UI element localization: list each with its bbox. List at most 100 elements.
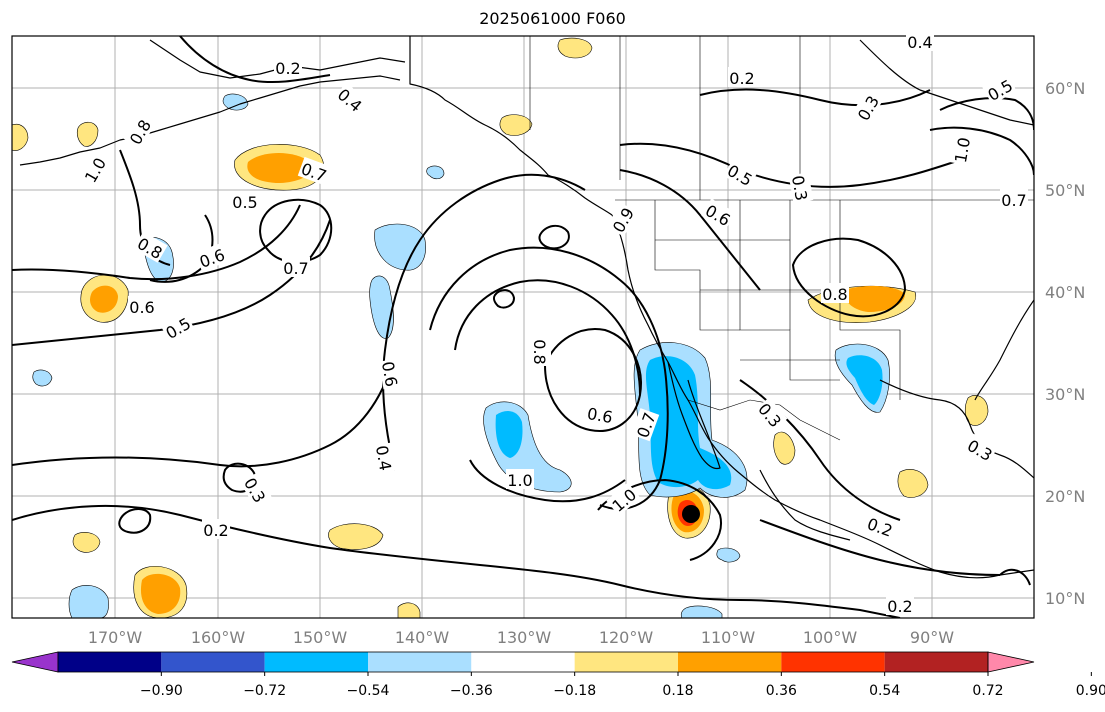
contour-0.4 (382, 173, 586, 471)
coastline-alaska (409, 36, 613, 216)
contour-label: 0.6 (195, 242, 229, 272)
shade-blue (846, 355, 883, 405)
border-us-mexico (687, 399, 841, 441)
svg-text:1.0: 1.0 (507, 471, 532, 490)
shade-yellow (499, 114, 533, 136)
contour-label: 0.2 (728, 67, 756, 88)
lon-tick-label: 160°W (191, 628, 246, 647)
colorbar-tick-label: −0.90 (140, 683, 183, 699)
shade-orange (844, 285, 905, 312)
shade-orange (140, 573, 181, 614)
contour-0.9 (454, 279, 641, 396)
contour-0.5 (699, 88, 931, 107)
contour-label: 0.3 (788, 172, 814, 204)
shade-yellow (557, 37, 593, 59)
svg-text:0.2: 0.2 (275, 59, 300, 78)
shade-orange (90, 285, 118, 313)
svg-text:0.7: 0.7 (283, 259, 308, 278)
colorbar-segment (58, 652, 162, 672)
border-states-3 (789, 200, 901, 400)
contour-label: 0.4 (906, 31, 934, 52)
contour-0.7 (619, 169, 761, 291)
svg-text:0.7: 0.7 (1001, 191, 1026, 210)
colorbar-labels: −0.90 −0.72 −0.54 −0.36 −0.18 0.18 0.36 0.54 0.7… (140, 672, 1105, 699)
lon-tick-label: 110°W (701, 628, 756, 647)
colorbar-tick-label: −0.54 (347, 683, 390, 699)
contour-0.2 (759, 519, 1001, 576)
contour-label: 1.0 (948, 134, 974, 166)
svg-text:1.0: 1.0 (951, 136, 974, 164)
contour-label: 0.5 (231, 191, 259, 212)
figure-title: 2025061000 F060 (479, 9, 626, 28)
coastline-aleutians (19, 75, 401, 166)
svg-text:0.8: 0.8 (822, 285, 847, 304)
contour-label: 0.6 (584, 401, 616, 427)
colorbar-segment (161, 652, 265, 672)
lon-tick-label: 170°W (88, 628, 143, 647)
colorbar-tick-label: −0.36 (450, 683, 493, 699)
contour-0.8 (929, 126, 1034, 176)
positive-shading (12, 37, 989, 618)
svg-text:0.2: 0.2 (729, 69, 754, 88)
contour-0.8 (493, 289, 516, 309)
contour-0.6 (12, 204, 301, 281)
colorbar-tick-label: 0.90 (1076, 683, 1105, 699)
lat-tick-label: 20°N (1045, 487, 1085, 506)
lat-tick-label: 30°N (1045, 385, 1085, 404)
svg-text:0.5: 0.5 (232, 193, 257, 212)
contour-0.7 (259, 198, 333, 263)
contour-label: 0.2 (886, 595, 914, 616)
svg-text:0.6: 0.6 (378, 360, 401, 388)
contour-label: 0.2 (202, 519, 230, 540)
shade-lightblue (374, 223, 426, 271)
coastline-west (611, 214, 1034, 579)
shade-orange (247, 153, 311, 183)
coastline-gulf (879, 379, 1034, 479)
shade-yellow (964, 395, 989, 426)
shade-yellow (397, 602, 421, 618)
colorbar-segment (884, 652, 988, 672)
svg-text:0.4: 0.4 (372, 444, 395, 472)
lon-tick-label: 150°W (293, 628, 348, 647)
contour-0.3 (12, 369, 391, 468)
lon-tick-label: 90°W (910, 628, 954, 647)
coastlines (19, 36, 1034, 579)
contour-label: 0.8 (530, 338, 551, 366)
colorbar-extend-max (987, 651, 1035, 673)
svg-text:0.6: 0.6 (129, 298, 154, 317)
contour-0.4 (179, 36, 331, 84)
contour-label: 1.0 (506, 469, 534, 490)
lon-tick-label: 140°W (395, 628, 450, 647)
colorbar-segment (368, 652, 472, 672)
shade-yellow (76, 121, 99, 147)
contour-1.0 (939, 97, 1034, 131)
contour-1.0 (469, 459, 626, 503)
shade-yellow (328, 523, 384, 550)
svg-text:0.2: 0.2 (203, 521, 228, 540)
contour-label: 0.4 (372, 442, 398, 474)
colorbar-segment (264, 652, 368, 672)
colorbar-tick-label: −0.18 (553, 683, 596, 699)
contour-lines (12, 36, 1034, 618)
shade-yellow (773, 431, 796, 465)
border-canada-prov (529, 36, 801, 200)
lat-tick-label: 40°N (1045, 283, 1085, 302)
contour-label: 0.7 (1000, 189, 1028, 210)
shade-lightblue (716, 547, 741, 563)
coastline-mexico (759, 469, 851, 541)
lat-tick-label: 10°N (1045, 589, 1085, 608)
contour-label: 0.8 (821, 283, 849, 304)
shade-lightblue (32, 369, 53, 387)
svg-text:0.6: 0.6 (586, 404, 614, 427)
svg-text:0.4: 0.4 (907, 33, 932, 52)
shade-lightblue (680, 605, 723, 618)
colorbar-tick-label: 0.72 (972, 683, 1003, 699)
coastline-baja (667, 361, 721, 470)
shade-lightblue (222, 93, 249, 111)
colorbar-segment (781, 652, 885, 672)
colorbar-tick-label: 0.36 (766, 683, 797, 699)
border-states-4 (655, 239, 840, 361)
colorbar-extend-min (11, 651, 59, 673)
contour-label: 0.7 (282, 257, 310, 278)
